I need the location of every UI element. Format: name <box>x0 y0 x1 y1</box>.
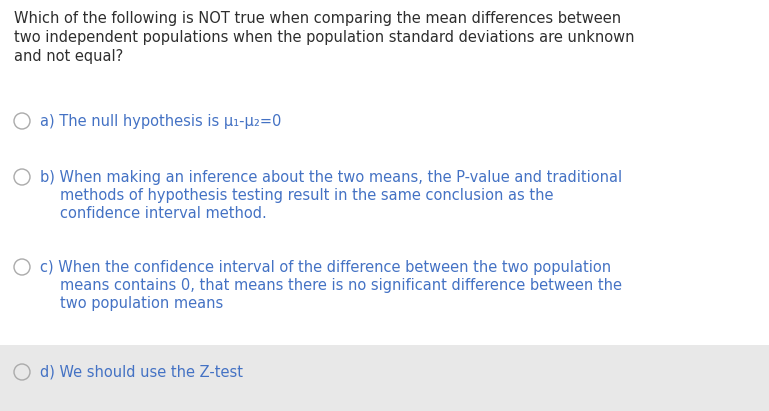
Text: confidence interval method.: confidence interval method. <box>60 206 267 220</box>
Text: c) When the confidence interval of the difference between the two population: c) When the confidence interval of the d… <box>40 259 611 275</box>
Bar <box>0 345 769 411</box>
Text: Which of the following is NOT true when comparing the mean differences between: Which of the following is NOT true when … <box>14 11 621 26</box>
Text: a) The null hypothesis is μ₁-μ₂=0: a) The null hypothesis is μ₁-μ₂=0 <box>40 113 281 129</box>
Text: two population means: two population means <box>60 296 223 310</box>
Text: d) We should use the Z-test: d) We should use the Z-test <box>40 365 243 379</box>
Text: b) When making an inference about the two means, the P-value and traditional: b) When making an inference about the tw… <box>40 169 622 185</box>
Text: and not equal?: and not equal? <box>14 49 123 64</box>
Text: methods of hypothesis testing result in the same conclusion as the: methods of hypothesis testing result in … <box>60 187 554 203</box>
Text: two independent populations when the population standard deviations are unknown: two independent populations when the pop… <box>14 30 634 45</box>
Text: means contains 0, that means there is no significant difference between the: means contains 0, that means there is no… <box>60 277 622 293</box>
